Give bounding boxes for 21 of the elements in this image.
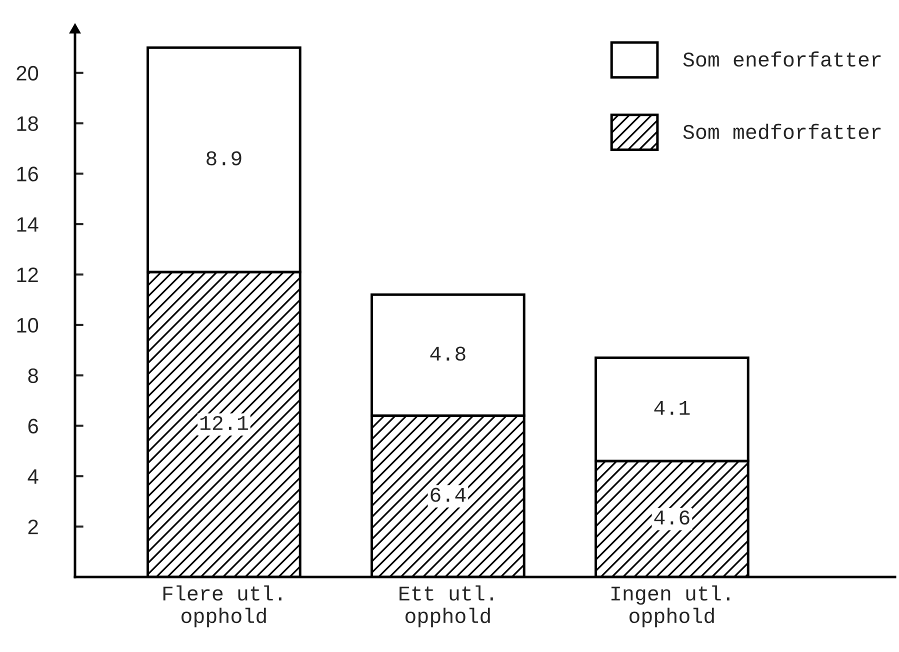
legend-label: Som eneforfatter (683, 51, 881, 67)
data-label: 8.9 (206, 151, 242, 166)
data-label: 6.4 (430, 488, 466, 502)
y-tick-label: 20 (16, 66, 38, 81)
y-tick-label: 6 (28, 418, 38, 434)
data-label: 4.8 (430, 346, 466, 361)
x-tick-label: Flere utl. opphold (163, 585, 282, 628)
y-tick-label: 10 (17, 318, 38, 333)
y-tick-label: 12 (17, 268, 38, 282)
y-tick-label: 18 (17, 116, 38, 132)
y-tick-label: 16 (17, 166, 38, 182)
data-label: 4.1 (654, 401, 690, 415)
y-tick-label: 2 (28, 520, 38, 534)
y-tick-label: 14 (17, 217, 38, 232)
x-tick-label: Ett utl. opphold (400, 585, 493, 628)
data-label: 4.6 (654, 510, 690, 525)
x-tick-label: Ingen utl. opphold (612, 585, 730, 628)
legend-label: Som medforfatter (683, 124, 881, 140)
y-tick-label: 8 (28, 368, 38, 384)
y-tick-label: 4 (28, 469, 38, 484)
data-label: 12.1 (200, 416, 248, 430)
